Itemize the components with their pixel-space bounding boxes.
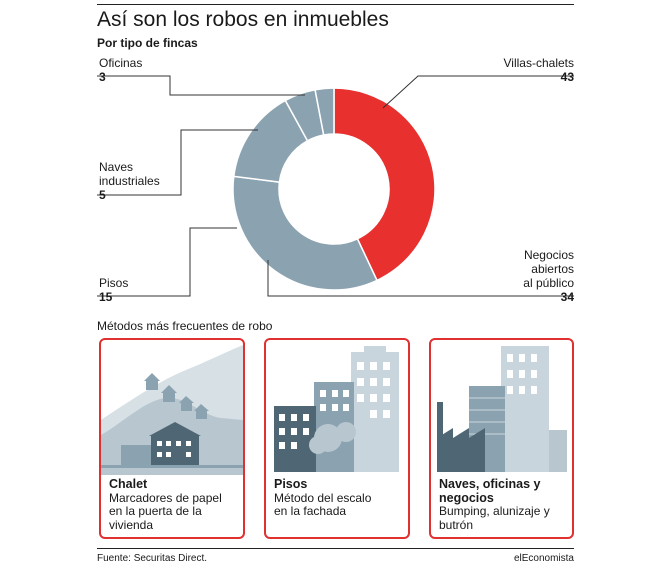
label-negocios-line3: al público <box>523 276 574 290</box>
label-negocios-line2: abiertos <box>531 262 574 276</box>
method-card-naves: Naves, oficinas y negocios Bumping, alun… <box>429 338 574 539</box>
method-card-pisos: Pisos Método del escalo en la fachada <box>264 338 410 539</box>
naves-illustration <box>437 346 567 472</box>
label-naves-line1: Naves <box>99 160 134 174</box>
top-rule <box>97 4 574 5</box>
pisos-illustration <box>274 346 399 472</box>
card-naves-line1: Bumping, alunizaje y <box>439 504 550 518</box>
label-oficinas-name: Oficinas <box>99 56 143 70</box>
label-villas-value: 43 <box>560 70 574 84</box>
page-title: Así son los robos en inmuebles <box>97 8 389 31</box>
donut-chart <box>97 75 574 297</box>
label-villas-chalets: Villas-chalets 43 <box>504 56 574 84</box>
card-pisos-heading: Pisos <box>274 477 308 491</box>
label-pisos-value: 15 <box>99 290 113 304</box>
label-oficinas-value: 3 <box>99 70 106 84</box>
card-chalet-line3: vivienda <box>109 517 154 532</box>
slice-oficinas <box>314 87 335 136</box>
card-chalet-heading: Chalet <box>109 477 148 491</box>
label-naves-line2: industriales <box>99 174 160 188</box>
card-naves-line2: butrón <box>439 517 474 532</box>
methods-title: Métodos más frecuentes de robo <box>97 319 273 333</box>
leader-lines <box>97 75 574 297</box>
slice-negocios-abiertos-al-p-blico <box>232 175 379 291</box>
card-pisos-line1: Método del escalo <box>274 490 372 505</box>
card-naves-text: Naves, oficinas y negocios Bumping, alun… <box>439 477 550 532</box>
leader-pisos <box>97 227 237 297</box>
label-negocios-value: 34 <box>560 290 574 304</box>
card-chalet-line1: Marcadores de papel <box>109 490 222 505</box>
slice-villas-chalets <box>333 87 436 282</box>
label-oficinas: Oficinas 3 <box>99 56 142 84</box>
card-naves-heading: Naves, oficinas y <box>439 477 541 491</box>
leader-villas <box>382 75 574 109</box>
card-chalet-text: Chalet Marcadores de papel en la puerta … <box>109 477 222 532</box>
brand-logo: elEconomista <box>513 553 574 564</box>
label-naves: Naves industriales 5 <box>99 160 160 202</box>
card-chalet-line2: en la puerta de la <box>109 504 202 518</box>
label-villas-name: Villas-chalets <box>503 56 574 70</box>
bottom-rule <box>97 548 574 549</box>
leader-negocios <box>267 260 574 297</box>
method-card-chalet: Chalet Marcadores de papel en la puerta … <box>99 338 245 539</box>
leader-naves <box>97 129 258 196</box>
label-negocios: Negocios abiertos al público 34 <box>523 248 574 304</box>
label-pisos: Pisos 15 <box>99 276 128 304</box>
source-note: Fuente: Securitas Direct. <box>97 553 208 564</box>
card-naves-heading2: negocios <box>439 490 494 505</box>
label-naves-value: 5 <box>99 188 106 202</box>
chart-subtitle: Por tipo de fincas <box>97 36 198 50</box>
label-negocios-line1: Negocios <box>523 248 574 262</box>
card-pisos-line2: en la fachada <box>274 504 347 518</box>
leader-oficinas <box>97 75 305 96</box>
donut-slices <box>232 87 436 291</box>
chalet-illustration <box>101 345 243 475</box>
card-pisos-text: Pisos Método del escalo en la fachada <box>274 477 372 519</box>
label-pisos-name: Pisos <box>99 276 129 290</box>
